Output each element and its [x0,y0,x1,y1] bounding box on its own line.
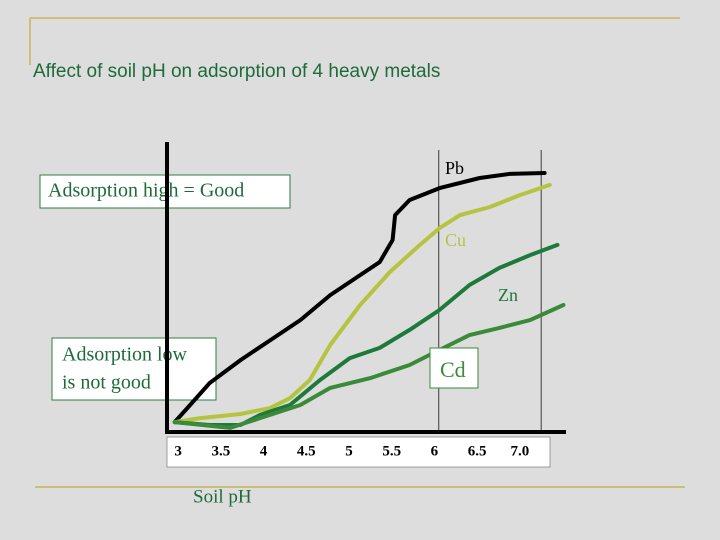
line [172,303,566,430]
x-tick-label: 7.0 [510,443,529,459]
line [172,171,547,425]
series-label: Pb [445,158,464,178]
tick-label-box [166,436,551,468]
x-axis-label: Soil pH [193,486,252,507]
line [172,182,552,425]
annotation-box [51,337,217,401]
x-tick-label: 4.5 [297,443,316,459]
x-tick-label: 5.5 [382,443,401,459]
chart-title: Affect of soil pH on adsorption of 4 hea… [33,61,440,82]
annotation: Adsorption high = Good [48,180,244,202]
series-label: Cd [440,357,466,382]
x-tick-label: 6 [431,443,439,459]
series-label: Zn [498,285,518,305]
annotation: is not good [62,372,151,394]
x-tick-label: 5 [345,443,353,459]
x-tick-label: 4 [260,443,268,459]
x-tick-label: 3 [174,443,182,459]
x-tick-label: 3.5 [211,443,230,459]
x-tick-label: 6.5 [468,443,487,459]
series-label: Cu [445,230,466,250]
plot: 3 3.5 4 4.5 5 5.5 6 6.5 7.0 Pb Cu Zn Cd [165,142,566,459]
annotation: Adsorption low [62,344,188,366]
label-box [429,347,479,389]
